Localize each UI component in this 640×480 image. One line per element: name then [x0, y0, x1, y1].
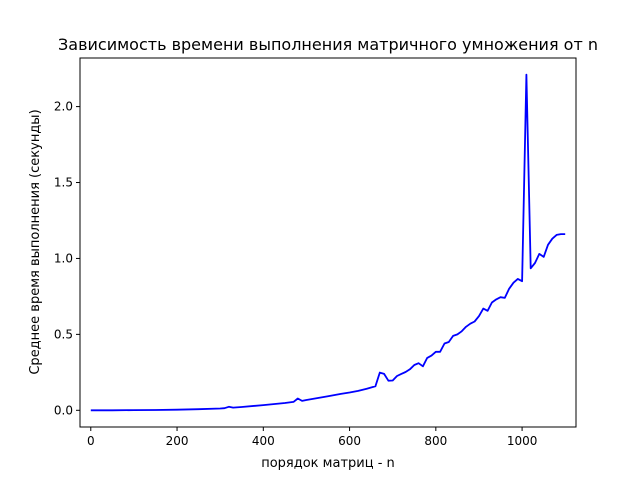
y-tick-label: 2.0 [54, 100, 73, 114]
plot-area [79, 57, 577, 428]
y-tick-label: 1.0 [54, 251, 73, 265]
x-axis: 0 200 400 600 800 1000 [87, 427, 537, 448]
y-tick-label: 1.5 [54, 176, 73, 190]
y-axis: 0.0 0.5 1.0 1.5 2.0 [54, 100, 80, 417]
y-tick-label: 0.5 [54, 327, 73, 341]
chart-title: Зависимость времени выполнения матричног… [58, 35, 598, 54]
x-tick-label: 400 [252, 434, 275, 448]
x-tick-label: 800 [424, 434, 447, 448]
x-tick-label: 1000 [507, 434, 538, 448]
x-tick-label: 200 [166, 434, 189, 448]
x-axis-label: порядок матриц - n [261, 456, 395, 471]
x-tick-label: 600 [338, 434, 361, 448]
series-line [90, 73, 566, 412]
x-tick-label: 0 [87, 434, 95, 448]
series-layer [90, 73, 566, 412]
y-tick-label: 0.0 [54, 403, 73, 417]
y-axis-label: Среднее время выполнения (секунды) [28, 109, 43, 374]
